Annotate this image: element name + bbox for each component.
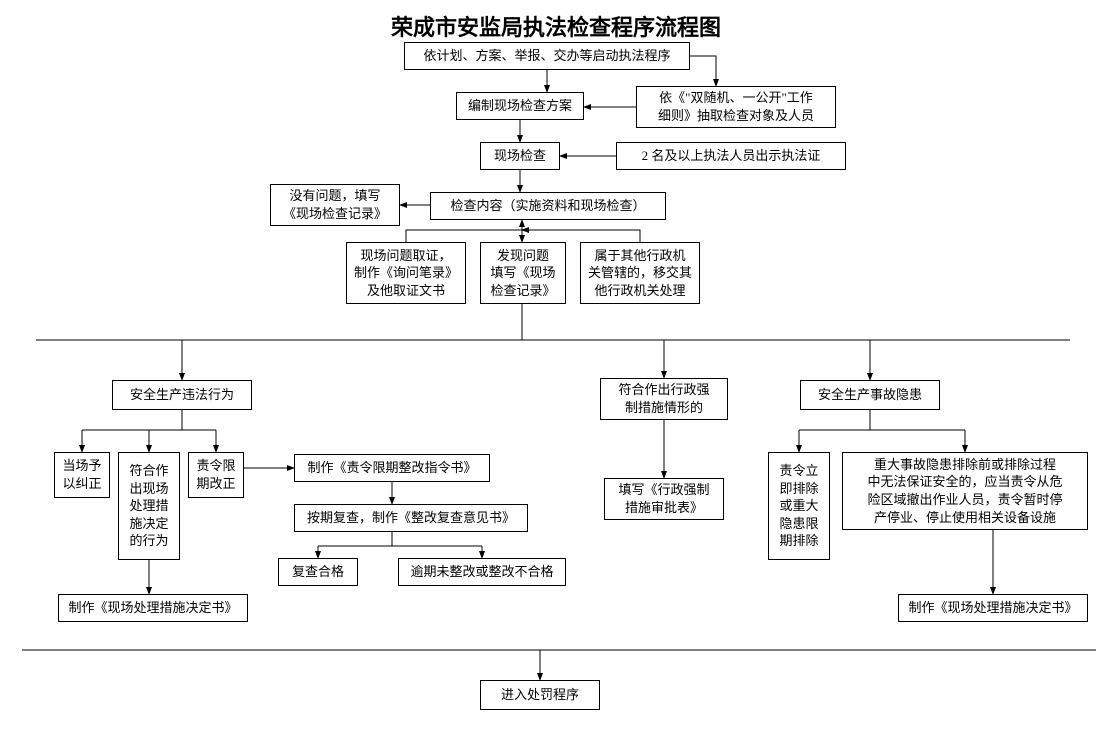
flow-node-n3: 现场检查 (480, 142, 560, 170)
flow-node-nEnd: 进入处罚程序 (480, 680, 600, 710)
flow-node-nA1: 当场予 以纠正 (54, 452, 110, 498)
flow-node-nB1: 填写《行政强制 措施审批表》 (604, 478, 724, 520)
flow-node-nA3b: 按期复查，制作《整改复查意见书》 (294, 504, 528, 532)
flow-node-n4l: 没有问题，填写 《现场检查记录》 (270, 184, 400, 226)
flow-node-nA3d: 逾期未整改或整改不合格 (398, 558, 566, 586)
flow-node-nA3: 责令限 期改正 (188, 452, 244, 498)
flow-node-n5a: 现场问题取证， 制作《询问笔录》 及他取证文书 (346, 242, 466, 304)
flow-node-nC2b: 制作《现场处理措施决定书》 (898, 594, 1088, 622)
flow-node-n1: 依计划、方案、举报、交办等启动执法程序 (404, 42, 690, 70)
flow-node-n2b: 依《"双随机、一公开"工作 细则》抽取检查对象及人员 (636, 86, 836, 128)
flow-node-nC1: 责令立 即排除 或重大 隐患限 期排除 (768, 452, 830, 560)
flow-node-nA: 安全生产违法行为 (112, 380, 252, 410)
flow-node-n5b: 发现问题 填写《现场 检查记录》 (480, 242, 566, 304)
flow-node-nA3c: 复查合格 (278, 558, 358, 586)
diagram-stage: 荣成市安监局执法检查程序流程图 依计划、方案、举报、交办等启动执法程序编制现场检… (0, 0, 1112, 742)
flow-edge (406, 220, 522, 242)
flow-node-nB: 符合作出行政强 制措施情形的 (600, 378, 728, 420)
flow-node-n4: 检查内容（实施资料和现场检查） (430, 192, 666, 220)
flow-node-n3b: 2 名及以上执法人员出示执法证 (616, 142, 846, 170)
flow-node-n5c: 属于其他行政机 关管辖的，移交其 他行政机关处理 (580, 242, 700, 304)
flow-node-nA2: 符合作 出现场 处理措 施决定 的行为 (118, 452, 180, 560)
flow-edge (522, 230, 640, 242)
diagram-title: 荣成市安监局执法检查程序流程图 (0, 10, 1112, 42)
flow-edge (690, 56, 716, 86)
flow-node-n2: 编制现场检查方案 (456, 92, 584, 120)
flow-node-nA3a: 制作《责令限期整改指令书》 (294, 454, 490, 482)
flow-node-nA2b: 制作《现场处理措施决定书》 (58, 594, 248, 622)
flow-node-nC2: 重大事故隐患排除前或排除过程 中无法保证安全的，应当责令从危 险区域撤出作业人员… (842, 452, 1088, 530)
flow-node-nC: 安全生产事故隐患 (800, 380, 940, 410)
